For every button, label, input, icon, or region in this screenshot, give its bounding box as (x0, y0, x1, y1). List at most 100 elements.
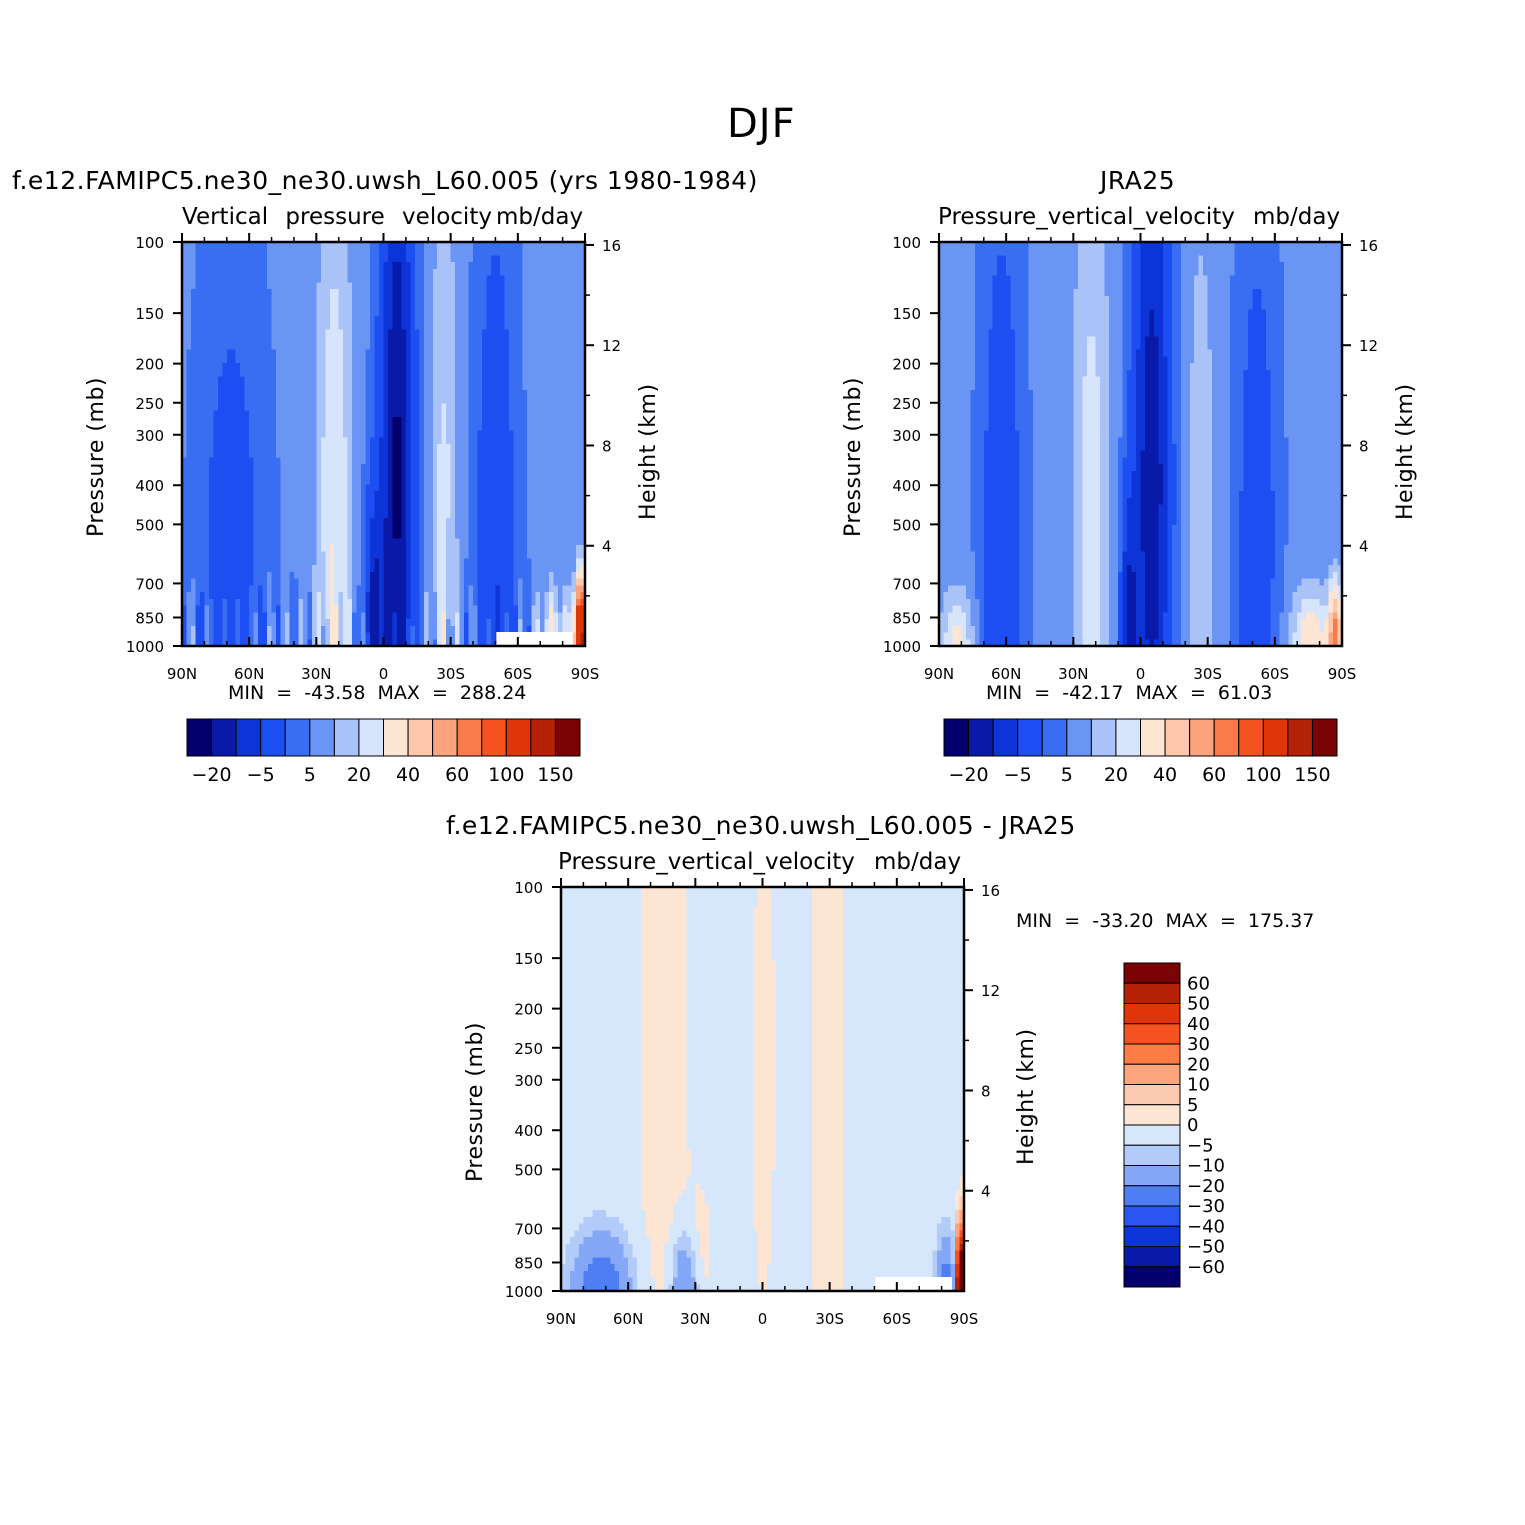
contour-cell (508, 329, 514, 337)
contour-cell (370, 248, 376, 257)
contour-cell (419, 316, 425, 324)
contour-cell (383, 484, 389, 492)
contour-cell (267, 410, 273, 418)
contour-cell (522, 289, 528, 297)
contour-cell (495, 571, 501, 580)
contour-cell (558, 558, 564, 566)
contour-cell (302, 282, 308, 290)
contour-cell (316, 423, 322, 432)
contour-cell (517, 484, 523, 492)
contour-cell (419, 558, 425, 566)
contour-cell (262, 511, 268, 519)
contour-cell (549, 376, 555, 384)
contour-cell (365, 444, 371, 452)
contour-cell (571, 598, 577, 607)
contour-cell (571, 363, 577, 371)
contour-cell (544, 504, 550, 512)
contour-cell (576, 571, 582, 580)
contour-cell (271, 524, 277, 533)
contour-cell (423, 558, 429, 566)
contour-cell (338, 302, 344, 310)
contour-cell (535, 531, 541, 539)
contour-cell (567, 578, 573, 586)
contour-cell (276, 497, 282, 506)
contour-cell (482, 585, 488, 593)
contour-cell (249, 612, 255, 620)
contour-cell (468, 262, 474, 270)
contour-cell (437, 558, 443, 566)
contour-cell (567, 531, 573, 539)
contour-cell (441, 477, 447, 485)
contour-cell (262, 444, 268, 452)
contour-cell (392, 282, 398, 290)
contour-cell (580, 497, 586, 506)
contour-cell (365, 302, 371, 310)
contour-cell (182, 349, 188, 358)
contour-cell (298, 464, 304, 472)
contour-cell (468, 437, 474, 445)
contour-cell (419, 390, 425, 398)
contour-cell (343, 262, 349, 270)
contour-cell (199, 531, 205, 539)
contour-cell (231, 369, 237, 378)
contour-cell (235, 531, 241, 539)
contour-cell (477, 336, 483, 344)
contour-cell (258, 268, 264, 277)
contour-cell (262, 524, 268, 533)
contour-cell (535, 356, 541, 364)
contour-cell (361, 316, 367, 324)
contour-cell (298, 423, 304, 432)
contour-cell (253, 518, 259, 526)
contour-cell (267, 437, 273, 445)
contour-cell (392, 376, 398, 384)
contour-cell (517, 598, 523, 607)
contour-cell (258, 545, 264, 553)
contour-cell (262, 423, 268, 432)
contour-cell (562, 295, 568, 304)
contour-cell (222, 302, 228, 310)
contour-cell (540, 390, 546, 398)
contour-cell (235, 383, 241, 391)
contour-cell (280, 511, 286, 519)
contour-cell (338, 545, 344, 553)
contour-cell (284, 558, 291, 566)
contour-cell (222, 612, 228, 620)
contour-cell (208, 565, 214, 573)
contour-cell (526, 477, 532, 485)
contour-cell (540, 524, 546, 533)
contour-cell (423, 551, 429, 560)
contour-cell (280, 343, 286, 351)
contour-cell (535, 282, 541, 290)
contour-cell (195, 531, 201, 539)
contour-cell (580, 444, 586, 452)
contour-cell (186, 497, 192, 506)
contour-cell (249, 484, 255, 492)
contour-cell (311, 571, 317, 580)
contour-cell (441, 309, 447, 317)
contour-cell (553, 268, 559, 277)
contour-cell (240, 262, 246, 270)
contour-cell (387, 491, 394, 499)
contour-cell (482, 363, 488, 371)
contour-cell (258, 504, 264, 512)
contour-cell (428, 255, 434, 263)
contour-cell (504, 349, 510, 358)
contour-cell (410, 410, 416, 418)
contour-cell (423, 470, 429, 479)
contour-cell (284, 309, 291, 317)
contour-cell (302, 551, 308, 560)
contour-cell (343, 329, 349, 337)
contour-cell (482, 531, 488, 539)
contour-cell (186, 592, 192, 600)
contour-cell (190, 268, 197, 277)
contour-cell (540, 592, 546, 600)
contour-cell (235, 295, 241, 304)
contour-cell (311, 457, 317, 465)
contour-cell (423, 484, 429, 492)
contour-cell (217, 484, 223, 492)
contour-cell (580, 242, 586, 250)
contour-cell (347, 423, 353, 432)
contour-cell (526, 565, 532, 573)
contour-cell (374, 369, 380, 378)
contour-cell (571, 545, 577, 553)
